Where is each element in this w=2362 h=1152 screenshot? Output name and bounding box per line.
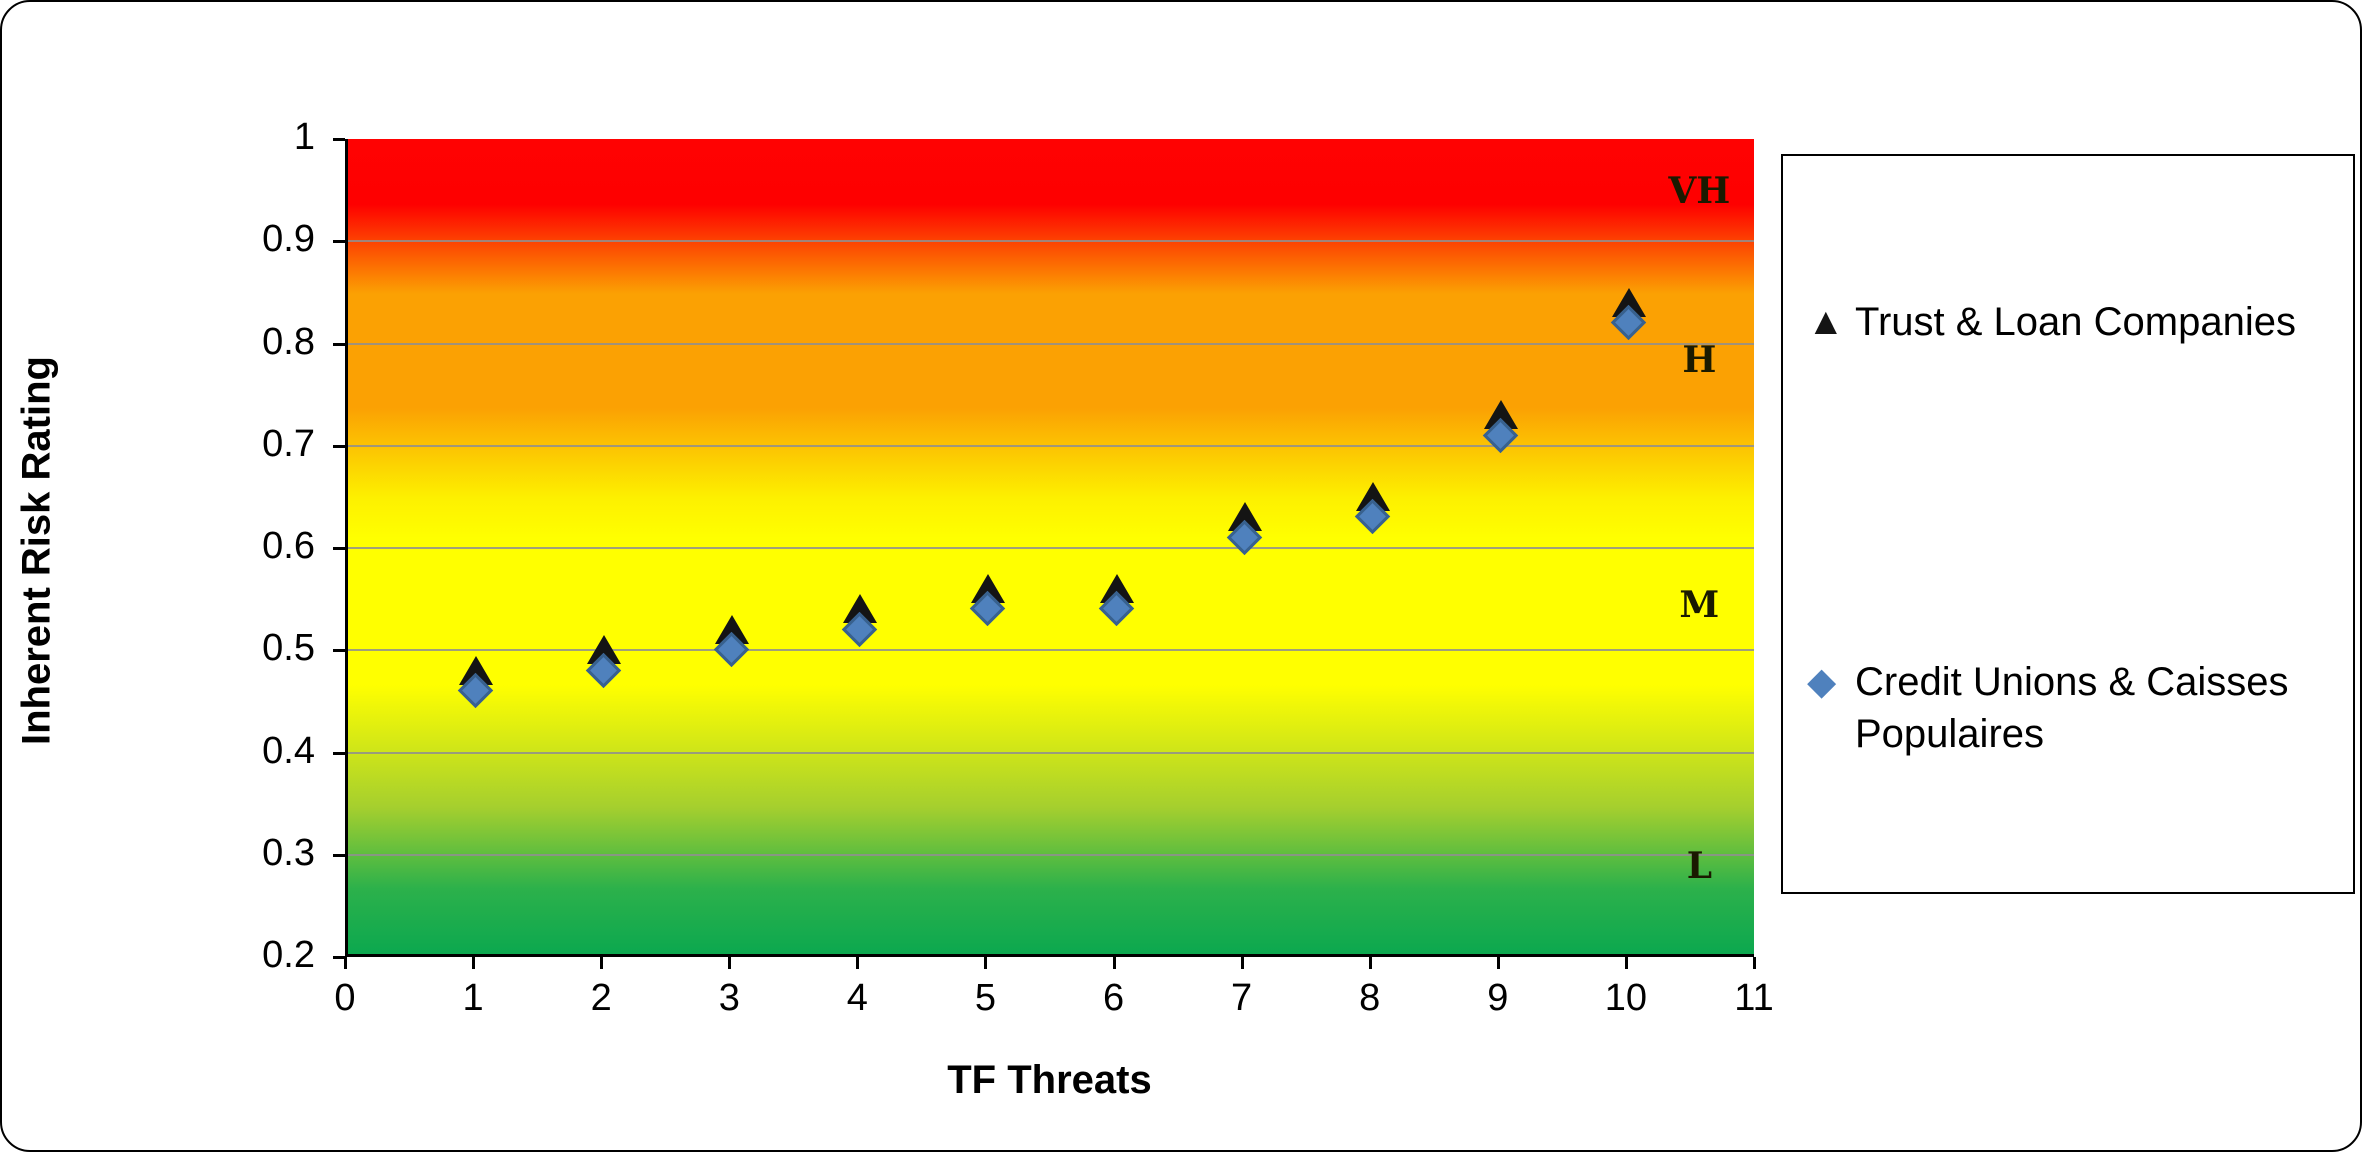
marker-credit-unions xyxy=(1226,519,1262,555)
gridline xyxy=(348,240,1754,243)
x-tick-label: 10 xyxy=(1604,977,1648,1019)
marker-credit-unions xyxy=(1610,304,1647,341)
diamond-shape xyxy=(457,672,494,709)
gridline xyxy=(348,547,1754,549)
y-axis-tick xyxy=(333,853,345,857)
x-tick-label: 5 xyxy=(974,977,997,1019)
y-axis-tick xyxy=(333,956,345,959)
gridline xyxy=(348,853,1754,856)
legend-item-trust-loan: ▲ Trust & Loan Companies xyxy=(1807,296,2296,348)
y-tick-label: 0.3 xyxy=(262,831,315,874)
gridline xyxy=(348,342,1754,345)
x-tick-label: 11 xyxy=(1734,977,1774,1019)
y-axis-tick xyxy=(333,649,345,653)
marker-credit-unions xyxy=(1482,417,1518,453)
diamond-shape xyxy=(1226,519,1262,555)
y-axis-tick xyxy=(333,342,345,346)
x-tick-label: 6 xyxy=(1102,977,1125,1019)
y-axis-tick xyxy=(333,547,345,550)
gridline xyxy=(348,751,1754,754)
y-tick-label: 0.2 xyxy=(262,934,315,976)
diamond-legend-icon: ◆ xyxy=(1807,661,1837,703)
diamond-shape xyxy=(585,652,622,688)
x-axis-tick xyxy=(1368,957,1372,969)
x-axis-title: TF Threats xyxy=(947,1058,1152,1102)
marker-credit-unions xyxy=(714,632,750,668)
x-axis-tick xyxy=(472,957,476,969)
legend-label-credit-unions: Credit Unions & Caisses Populaires xyxy=(1855,660,2289,756)
x-axis-tick xyxy=(1112,957,1116,969)
diamond-shape xyxy=(970,591,1006,627)
x-tick-label: 4 xyxy=(846,977,868,1019)
legend-item-credit-unions: ◆ Credit Unions & Caisses Populaires xyxy=(1807,656,2335,760)
y-axis-title: Inherent Risk Rating xyxy=(14,356,59,745)
risk-band-label-l: L xyxy=(1686,845,1712,888)
y-axis-tick xyxy=(333,751,345,755)
y-axis-tick xyxy=(333,138,345,141)
x-axis-tick xyxy=(600,957,604,969)
y-tick-label: 0.6 xyxy=(262,525,315,567)
risk-band-label-vh: VH xyxy=(1668,170,1731,213)
gridline xyxy=(348,444,1754,447)
diamond-shape xyxy=(1354,499,1390,535)
marker-credit-unions xyxy=(585,652,622,688)
legend-label-trust-loan: Trust & Loan Companies xyxy=(1855,300,2296,344)
x-tick-label: 8 xyxy=(1359,977,1381,1019)
y-tick-label: 0.8 xyxy=(262,320,315,363)
y-tick-label: 0.4 xyxy=(262,729,315,772)
y-tick-label: 0.7 xyxy=(262,422,315,465)
x-axis-tick xyxy=(984,957,988,969)
marker-credit-unions xyxy=(1354,499,1390,535)
triangle-legend-icon: ▲ xyxy=(1807,301,1845,343)
marker-credit-unions xyxy=(1098,591,1134,627)
legend-box: ▲ Trust & Loan Companies ◆ Credit Unions… xyxy=(1781,154,2355,894)
diamond-shape xyxy=(714,632,750,668)
x-tick-label: 0 xyxy=(334,977,356,1019)
diamond-shape xyxy=(1610,304,1647,341)
y-tick-label: 1 xyxy=(293,116,315,158)
marker-credit-unions xyxy=(970,591,1006,627)
y-tick-label: 0.9 xyxy=(262,218,315,261)
x-tick-label: 3 xyxy=(718,977,740,1019)
x-tick-label: 2 xyxy=(590,977,612,1019)
marker-credit-unions xyxy=(842,611,878,647)
diamond-shape xyxy=(1482,417,1518,453)
diamond-shape xyxy=(842,611,878,647)
risk-band-label-h: H xyxy=(1682,338,1717,381)
x-axis-tick xyxy=(344,957,347,969)
marker-credit-unions xyxy=(457,672,494,709)
x-tick-label: 7 xyxy=(1231,977,1253,1019)
y-axis-tick xyxy=(333,444,345,448)
x-axis-tick xyxy=(1496,957,1500,969)
x-tick-label: 1 xyxy=(462,977,484,1019)
x-axis-tick xyxy=(1240,957,1244,969)
diamond-shape xyxy=(1098,591,1134,627)
risk-band-label-m: M xyxy=(1679,584,1720,627)
y-axis-tick xyxy=(333,240,345,244)
plot-area: VH H M L xyxy=(345,139,1754,957)
x-axis-tick xyxy=(1624,957,1628,969)
x-axis-tick xyxy=(856,957,860,969)
x-axis-tick xyxy=(728,957,732,969)
x-axis-tick xyxy=(1753,957,1756,969)
gridline xyxy=(348,649,1754,652)
y-tick-label: 0.5 xyxy=(262,627,315,670)
x-tick-label: 9 xyxy=(1487,977,1509,1019)
